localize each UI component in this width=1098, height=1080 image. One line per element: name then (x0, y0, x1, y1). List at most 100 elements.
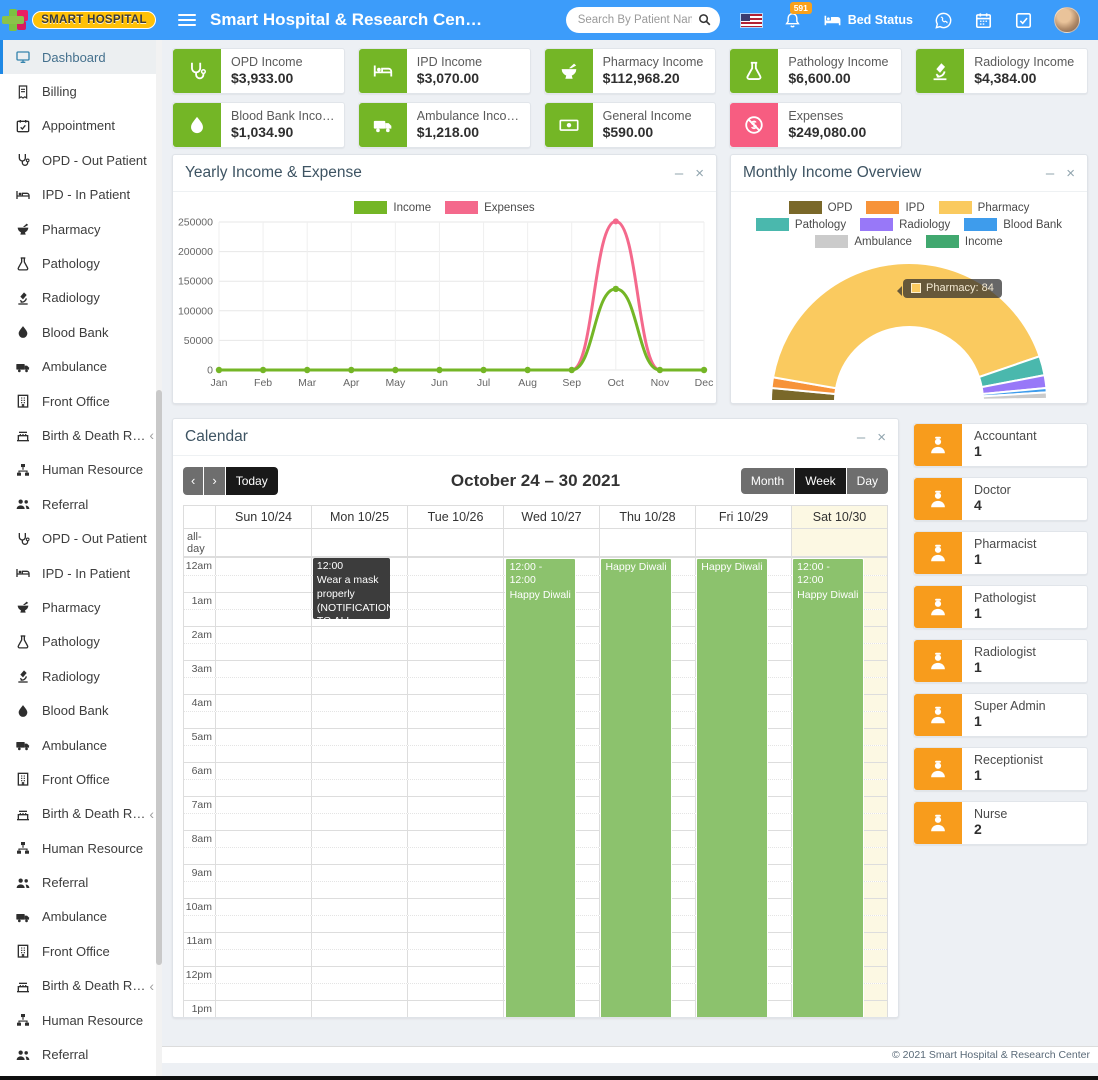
time-slot-cell[interactable] (408, 796, 504, 813)
time-slot-cell[interactable] (600, 575, 696, 592)
time-slot-cell[interactable] (600, 966, 696, 983)
time-slot-cell[interactable] (696, 762, 792, 779)
time-slot-cell[interactable] (504, 830, 600, 847)
time-slot-cell[interactable] (216, 813, 312, 830)
time-slot-cell[interactable] (408, 557, 504, 575)
time-slot-cell[interactable] (600, 932, 696, 949)
sidebar-item-blood-bank[interactable]: Blood Bank (0, 693, 162, 727)
allday-cell[interactable] (312, 528, 408, 556)
sidebar-item-opd-out-patient[interactable]: OPD - Out Patient (0, 521, 162, 555)
legend-item-blood-bank[interactable]: Blood Bank (964, 218, 1062, 231)
legend-item-pharmacy[interactable]: Pharmacy (938, 201, 1029, 214)
sidebar-item-ambulance[interactable]: Ambulance (0, 350, 162, 384)
time-slot-cell[interactable] (216, 592, 312, 609)
allday-cell[interactable] (408, 528, 504, 556)
time-slot-cell[interactable] (696, 949, 792, 966)
time-slot-cell[interactable] (504, 983, 600, 1000)
time-slot-cell[interactable] (504, 762, 600, 779)
time-slot-cell[interactable] (216, 626, 312, 643)
sidebar-item-birth-death-record[interactable]: Birth & Death Record ‹ (0, 797, 162, 831)
time-slot-cell[interactable] (312, 660, 408, 677)
time-slot-cell[interactable] (408, 932, 504, 949)
time-slot-cell[interactable] (408, 881, 504, 898)
time-slot-cell[interactable] (696, 711, 792, 728)
time-slot-cell[interactable] (312, 983, 408, 1000)
time-slot-cell[interactable] (216, 949, 312, 966)
time-slot-cell[interactable] (504, 779, 600, 796)
time-slot-cell[interactable] (312, 881, 408, 898)
language-flag-icon[interactable] (740, 13, 762, 27)
allday-cell[interactable] (216, 528, 312, 556)
time-slot-cell[interactable] (216, 745, 312, 762)
sidebar-item-birth-death-record[interactable]: Birth & Death Record ‹ (0, 969, 162, 1003)
minimize-icon[interactable]: – (856, 428, 866, 446)
time-slot-cell[interactable] (504, 557, 600, 575)
time-slot-cell[interactable] (216, 660, 312, 677)
time-slot-cell[interactable] (312, 609, 408, 626)
time-slot-cell[interactable] (216, 847, 312, 864)
time-slot-cell[interactable] (408, 609, 504, 626)
allday-cell[interactable] (600, 528, 696, 556)
sidebar-item-pathology[interactable]: Pathology (0, 625, 162, 659)
time-slot-cell[interactable] (600, 677, 696, 694)
sidebar-scrollbar-thumb[interactable] (156, 390, 162, 965)
time-slot-cell[interactable] (504, 949, 600, 966)
time-slot-cell[interactable] (408, 575, 504, 592)
time-slot-cell[interactable] (600, 796, 696, 813)
time-slot-cell[interactable] (312, 847, 408, 864)
calendar-event-happy-diwali[interactable]: Happy Diwali (696, 557, 769, 1017)
sidebar-item-billing[interactable]: Billing (0, 74, 162, 108)
time-slot-cell[interactable] (408, 864, 504, 881)
time-slot-cell[interactable] (696, 779, 792, 796)
sidebar-item-radiology[interactable]: Radiology (0, 659, 162, 693)
sidebar-item-ipd-in-patient[interactable]: IPD - In Patient (0, 556, 162, 590)
donut-slice-income[interactable] (981, 397, 1049, 402)
sidebar-item-front-office[interactable]: Front Office (0, 384, 162, 418)
time-slot-cell[interactable] (504, 660, 600, 677)
time-slot-cell[interactable] (408, 660, 504, 677)
time-slot-cell[interactable] (504, 626, 600, 643)
time-slot-cell[interactable] (312, 830, 408, 847)
time-slot-cell[interactable] (216, 728, 312, 745)
sidebar-item-birth-death-record[interactable]: Birth & Death Record ‹ (0, 418, 162, 452)
time-slot-cell[interactable] (408, 983, 504, 1000)
time-slot-cell[interactable] (696, 609, 792, 626)
sidebar-item-radiology[interactable]: Radiology (0, 281, 162, 315)
time-slot-cell[interactable] (504, 745, 600, 762)
sidebar-item-front-office[interactable]: Front Office (0, 762, 162, 796)
app-logo[interactable]: SMART HOSPITAL (0, 9, 162, 31)
search-icon[interactable] (697, 12, 712, 27)
calendar-view-month[interactable]: Month (740, 467, 795, 494)
time-slot-cell[interactable] (696, 983, 792, 1000)
calendar-prev-button[interactable]: ‹ (183, 467, 204, 495)
sidebar-item-ambulance[interactable]: Ambulance (0, 728, 162, 762)
whatsapp-icon[interactable] (934, 11, 953, 30)
time-slot-cell[interactable] (504, 898, 600, 915)
time-slot-cell[interactable] (408, 745, 504, 762)
time-slot-cell[interactable] (600, 745, 696, 762)
time-slot-cell[interactable] (216, 898, 312, 915)
calendar-event-happy-diwali[interactable]: Happy Diwali (600, 557, 673, 1017)
sidebar-item-ipd-in-patient[interactable]: IPD - In Patient (0, 178, 162, 212)
time-slot-cell[interactable] (504, 643, 600, 660)
time-slot-cell[interactable] (600, 694, 696, 711)
time-slot-cell[interactable] (696, 677, 792, 694)
time-slot-cell[interactable] (504, 711, 600, 728)
time-slot-cell[interactable] (696, 592, 792, 609)
sidebar-item-human-resource[interactable]: Human Resource (0, 1003, 162, 1037)
time-slot-cell[interactable] (312, 592, 408, 609)
time-slot-cell[interactable] (696, 864, 792, 881)
time-slot-cell[interactable] (504, 1000, 600, 1017)
notifications-button[interactable]: 591 (783, 1, 812, 30)
sidebar-item-human-resource[interactable]: Human Resource (0, 453, 162, 487)
time-slot-cell[interactable] (600, 915, 696, 932)
legend-item-radiology[interactable]: Radiology (860, 218, 950, 231)
time-slot-cell[interactable] (312, 728, 408, 745)
time-slot-cell[interactable] (216, 830, 312, 847)
close-icon[interactable]: × (877, 428, 886, 446)
sidebar-item-ambulance[interactable]: Ambulance (0, 900, 162, 934)
time-slot-cell[interactable] (216, 779, 312, 796)
time-slot-cell[interactable] (216, 557, 312, 575)
sidebar-item-opd-out-patient[interactable]: OPD - Out Patient (0, 143, 162, 177)
time-slot-cell[interactable] (504, 796, 600, 813)
